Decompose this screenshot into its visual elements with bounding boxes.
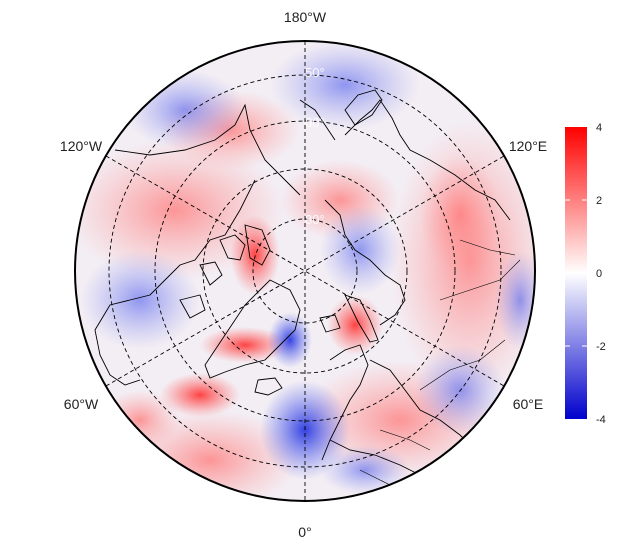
lon-label-60e: 60°E <box>513 396 544 412</box>
colorbar-gradient <box>565 127 587 419</box>
lon-label-0: 0° <box>298 524 311 540</box>
colorbar-tick-neg2: -2 <box>596 341 606 353</box>
lon-label-120w: 120°W <box>60 138 103 154</box>
colorbar-tick-0: 0 <box>596 268 602 280</box>
lat-label-60: 60° <box>305 115 325 130</box>
graticule <box>105 41 505 501</box>
colorbar-tick-4: 4 <box>596 122 602 134</box>
map-boundary <box>74 40 536 502</box>
lon-label-180w: 180°W <box>284 9 327 25</box>
lat-label-50: 50° <box>305 65 325 80</box>
anomaly-field <box>75 41 535 501</box>
lon-label-120e: 120°E <box>509 138 547 154</box>
colorbar-tick-2: 2 <box>596 195 602 207</box>
colorbar: 4 2 0 -2 -4 <box>565 122 606 426</box>
colorbar-tick-neg4: -4 <box>596 414 606 426</box>
lat-label-80: 80° <box>305 212 325 227</box>
lon-label-60w: 60°W <box>64 396 99 412</box>
